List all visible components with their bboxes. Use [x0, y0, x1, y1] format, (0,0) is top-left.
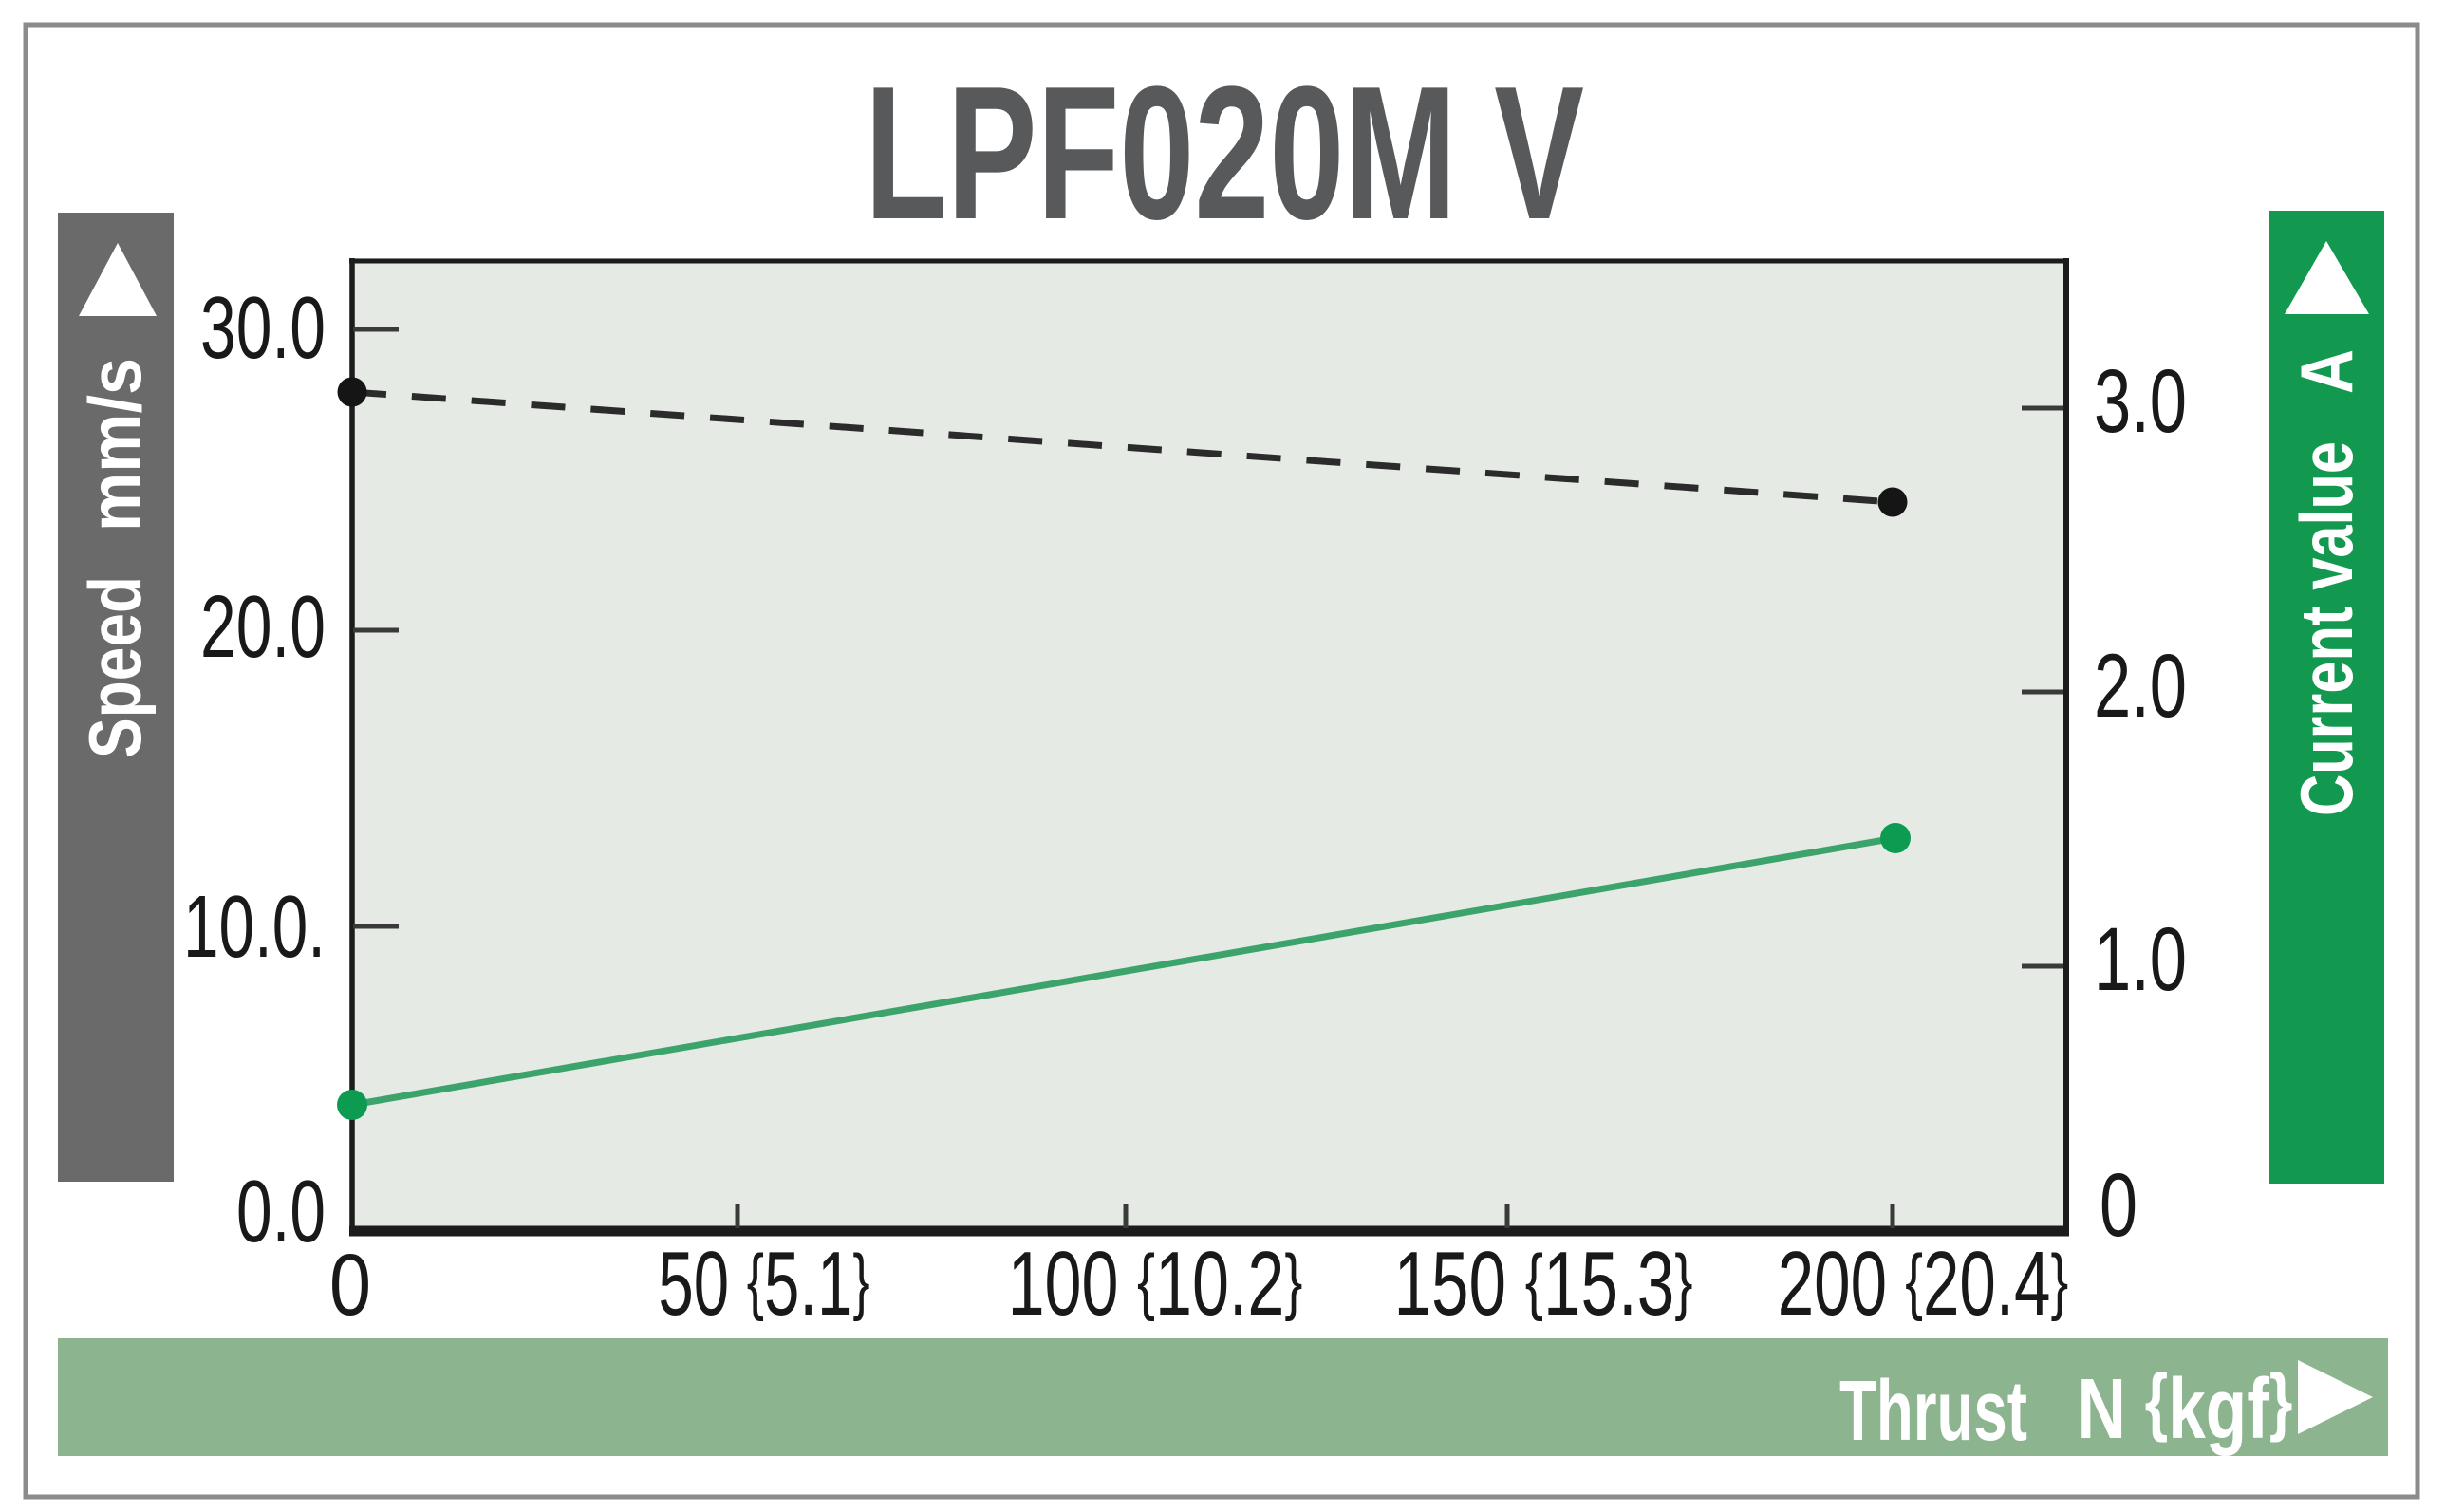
- svg-text:A: A: [2285, 349, 2368, 394]
- svg-text:Current value: Current value: [2285, 441, 2368, 816]
- svg-text:3.0: 3.0: [2094, 351, 2187, 452]
- svg-text:1.0: 1.0: [2094, 909, 2187, 1010]
- svg-text:30.0: 30.0: [200, 278, 326, 377]
- svg-text:0.0: 0.0: [236, 1162, 326, 1260]
- svg-text:150 {15.3}: 150 {15.3}: [1393, 1233, 1692, 1335]
- svg-text:mm/s: mm/s: [73, 358, 157, 532]
- svg-text:Speed: Speed: [73, 576, 157, 758]
- svg-text:2.0: 2.0: [2094, 636, 2187, 737]
- svg-text:Thrust: Thrust: [1839, 1364, 2027, 1459]
- svg-text:10.0.: 10.0.: [183, 877, 326, 976]
- svg-text:0: 0: [2100, 1155, 2137, 1256]
- svg-text:N {kgf}: N {kgf}: [2078, 1359, 2293, 1457]
- svg-text:100 {10.2}: 100 {10.2}: [1008, 1232, 1303, 1334]
- svg-text:200 {20.4}: 200 {20.4}: [1778, 1232, 2069, 1335]
- svg-text:50 {5.1}: 50 {5.1}: [658, 1232, 869, 1335]
- svg-text:LPF020M V: LPF020M V: [865, 47, 1584, 259]
- svg-text:0: 0: [329, 1237, 371, 1334]
- svg-text:20.0: 20.0: [200, 577, 326, 676]
